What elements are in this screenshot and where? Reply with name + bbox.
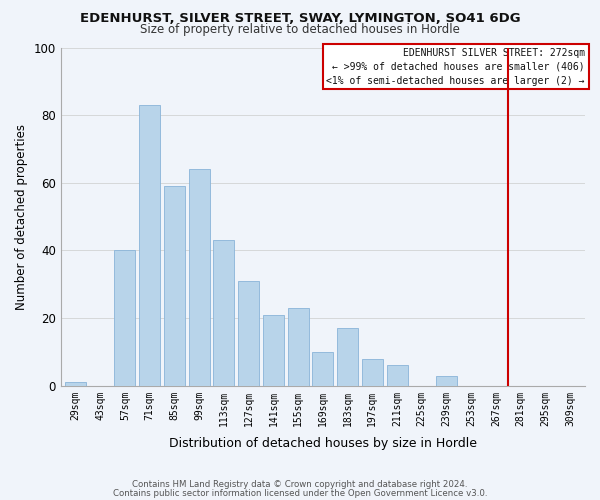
Bar (362, 358, 383, 386)
Bar (139, 105, 160, 386)
Text: Size of property relative to detached houses in Hordle: Size of property relative to detached ho… (140, 22, 460, 36)
Text: Contains public sector information licensed under the Open Government Licence v3: Contains public sector information licen… (113, 488, 487, 498)
Text: Contains HM Land Registry data © Crown copyright and database right 2024.: Contains HM Land Registry data © Crown c… (132, 480, 468, 489)
Y-axis label: Number of detached properties: Number of detached properties (15, 124, 28, 310)
Bar (337, 328, 358, 386)
Bar (287, 308, 308, 386)
Bar (238, 281, 259, 386)
X-axis label: Distribution of detached houses by size in Hordle: Distribution of detached houses by size … (169, 437, 477, 450)
Bar (436, 376, 457, 386)
Text: EDENHURST SILVER STREET: 272sqm
← >99% of detached houses are smaller (406)
<1% : EDENHURST SILVER STREET: 272sqm ← >99% o… (326, 48, 585, 86)
Bar (313, 352, 334, 386)
Bar (115, 250, 136, 386)
Bar (164, 186, 185, 386)
Bar (214, 240, 235, 386)
Bar (263, 314, 284, 386)
Text: EDENHURST, SILVER STREET, SWAY, LYMINGTON, SO41 6DG: EDENHURST, SILVER STREET, SWAY, LYMINGTO… (80, 12, 520, 26)
Bar (188, 170, 209, 386)
Bar (65, 382, 86, 386)
Bar (386, 366, 407, 386)
